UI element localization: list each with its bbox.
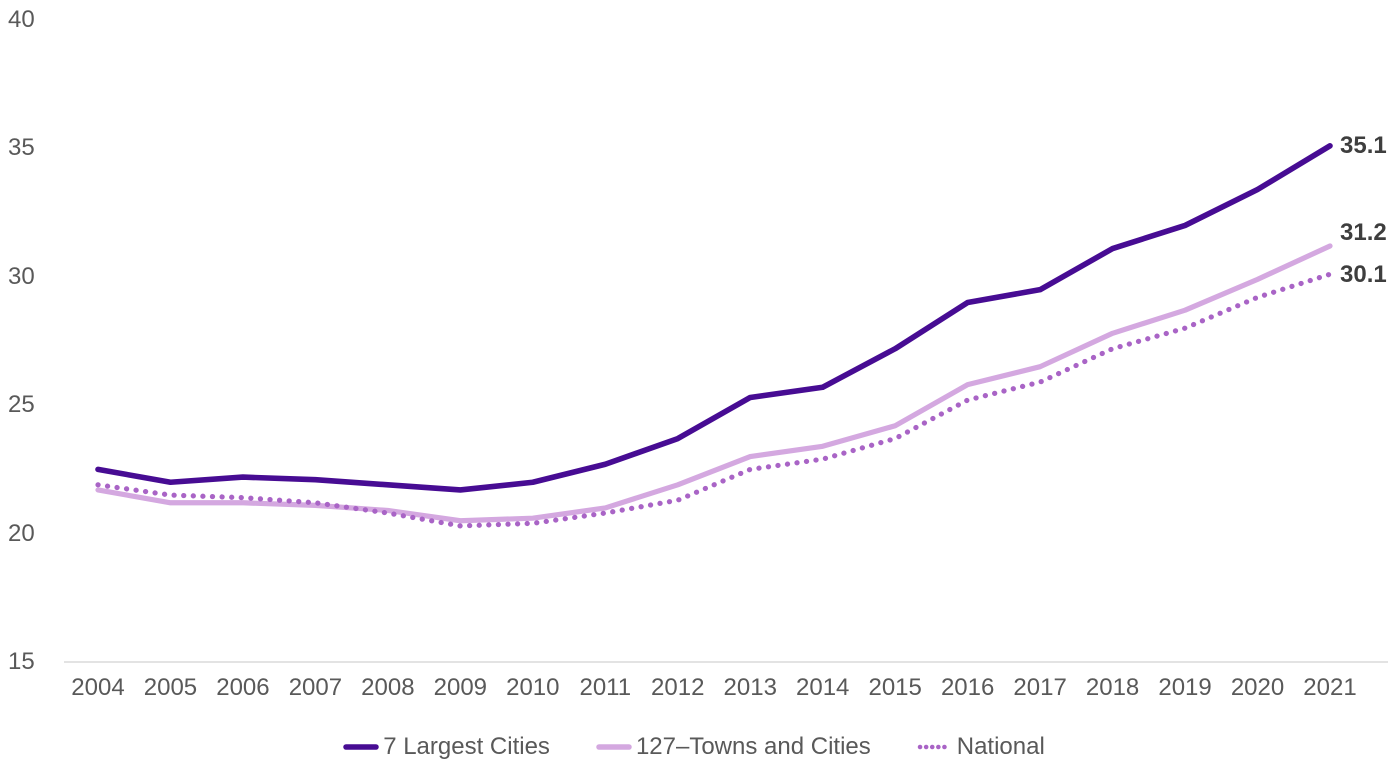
x-axis-label: 2019 [1158,674,1212,701]
series-end-label-1: 31.2 [1340,218,1387,246]
x-axis-label: 2008 [361,674,415,701]
legend-item-0: 7 Largest Cities [343,728,550,766]
legend-item-1: 127–Towns and Cities [596,728,871,766]
legend-swatch-line [596,744,632,750]
legend-label: National [956,733,1045,760]
x-axis-label: 2005 [143,674,198,701]
y-axis-label: 30 [8,262,35,290]
series-line-0 [95,143,1333,493]
legend: 7 Largest Cities 127–Towns and Cities Nati… [0,728,1388,766]
series-end-label-2: 30.1 [1340,261,1387,289]
y-axis-label: 40 [8,6,35,33]
x-axis-label: 2007 [288,674,343,701]
legend-swatch-dotted [917,744,952,750]
y-axis-label: 25 [8,391,35,419]
x-axis-label: 2004 [71,674,125,701]
legend-item-2: National [917,728,1045,766]
x-axis-label: 2013 [723,674,777,701]
x-axis-label: 2009 [433,674,488,701]
x-axis-label: 2021 [1303,674,1357,701]
y-axis-label: 20 [8,519,35,547]
series-line-2 [95,271,1333,529]
y-axis-label: 35 [8,134,35,162]
series-end-label-0: 35.1 [1340,131,1387,159]
legend-swatch-line [343,744,379,750]
x-axis-label: 2018 [1085,674,1140,701]
x-axis-label: 2012 [651,674,705,701]
x-axis-label: 2006 [216,674,270,701]
x-axis-label: 2020 [1230,674,1285,701]
x-axis-label: 2016 [940,674,995,701]
x-axis-label: 2015 [868,674,922,701]
x-axis-label: 2014 [796,674,850,701]
legend-label: 7 Largest Cities [383,733,550,760]
x-axis-label: 2011 [579,674,632,701]
series-line-1 [95,243,1333,524]
y-axis-label: 15 [8,648,35,675]
x-axis-label: 2017 [1013,674,1067,701]
legend-label: 127–Towns and Cities [635,733,871,760]
x-axis-label: 2010 [506,674,560,701]
